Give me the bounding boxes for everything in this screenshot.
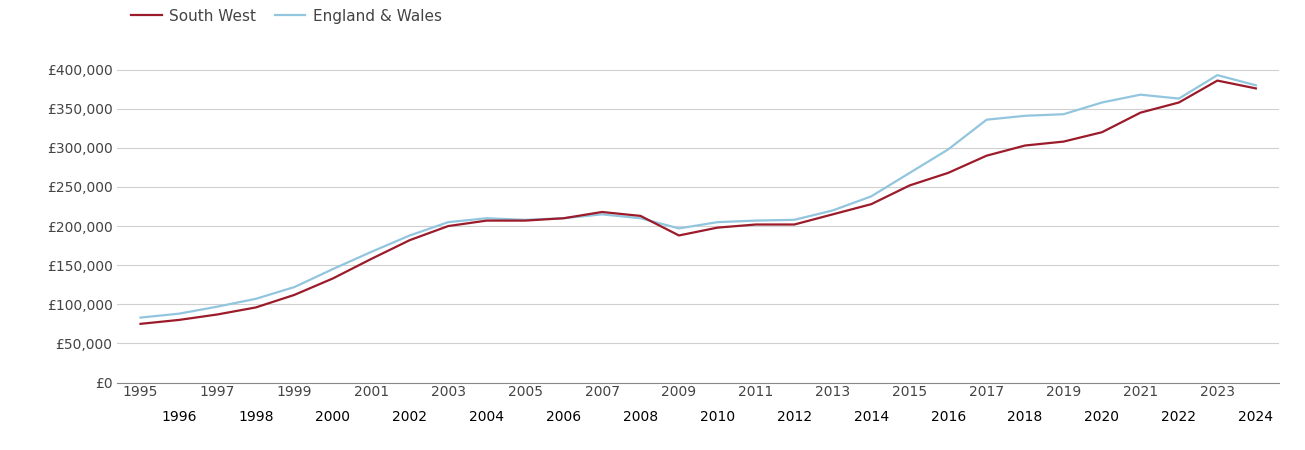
England & Wales [248, 296, 264, 302]
England & Wales [633, 216, 649, 221]
England & Wales [1210, 72, 1225, 78]
England & Wales [210, 304, 226, 309]
Line: South West: South West [141, 81, 1255, 324]
South West [671, 233, 686, 238]
England & Wales [1171, 96, 1186, 101]
England & Wales [787, 217, 803, 222]
England & Wales [902, 170, 917, 176]
South West [710, 225, 726, 230]
England & Wales [710, 220, 726, 225]
England & Wales [440, 220, 455, 225]
England & Wales [479, 216, 495, 221]
South West [402, 238, 418, 243]
England & Wales [1248, 83, 1263, 88]
South West [979, 153, 994, 158]
South West [825, 212, 840, 217]
England & Wales [671, 226, 686, 231]
England & Wales [364, 249, 380, 255]
South West [517, 218, 532, 223]
England & Wales [748, 218, 763, 223]
South West [248, 305, 264, 310]
South West [1248, 86, 1263, 91]
England & Wales [1133, 92, 1148, 97]
England & Wales [1094, 100, 1109, 105]
South West [364, 256, 380, 261]
England & Wales [941, 147, 957, 152]
South West [1133, 110, 1148, 115]
South West [479, 218, 495, 223]
England & Wales [402, 233, 418, 238]
England & Wales [517, 217, 532, 222]
England & Wales [133, 315, 149, 320]
South West [787, 222, 803, 227]
South West [440, 223, 455, 229]
England & Wales [825, 208, 840, 213]
South West [1210, 78, 1225, 83]
South West [1017, 143, 1032, 148]
England & Wales [864, 194, 880, 199]
South West [325, 276, 341, 281]
England & Wales [556, 216, 572, 221]
England & Wales [1056, 112, 1071, 117]
Line: England & Wales: England & Wales [141, 75, 1255, 318]
England & Wales [325, 266, 341, 272]
South West [1094, 130, 1109, 135]
Legend: South West, England & Wales: South West, England & Wales [125, 3, 448, 30]
England & Wales [287, 284, 303, 290]
South West [210, 312, 226, 317]
England & Wales [979, 117, 994, 122]
South West [633, 213, 649, 219]
South West [133, 321, 149, 327]
South West [171, 317, 187, 323]
England & Wales [1017, 113, 1032, 118]
England & Wales [594, 212, 609, 217]
England & Wales [171, 311, 187, 316]
South West [594, 209, 609, 215]
South West [287, 292, 303, 297]
South West [941, 170, 957, 176]
South West [1171, 100, 1186, 105]
South West [748, 222, 763, 227]
South West [1056, 139, 1071, 144]
South West [556, 216, 572, 221]
South West [864, 202, 880, 207]
South West [902, 183, 917, 188]
